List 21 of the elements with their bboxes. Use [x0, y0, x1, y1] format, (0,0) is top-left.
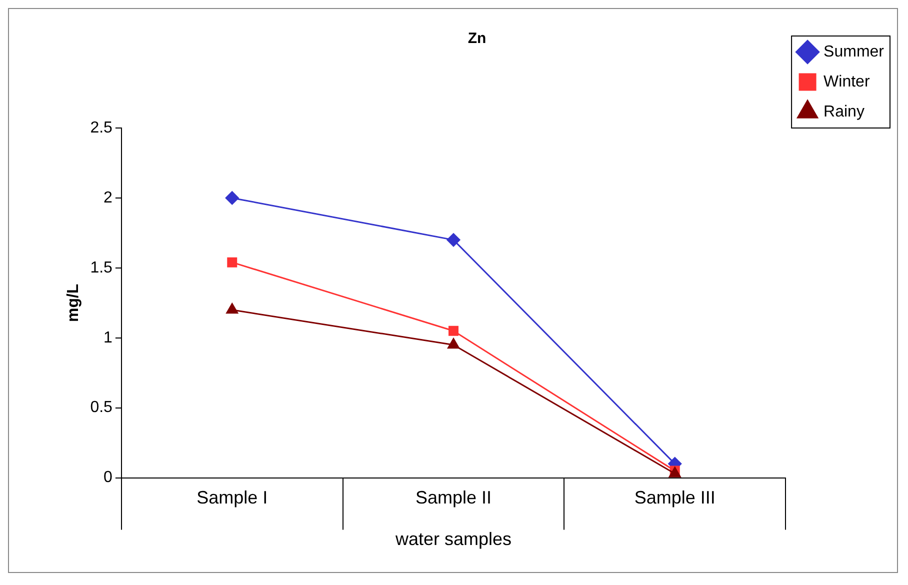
- x-tick-label: Sample III: [634, 488, 716, 508]
- point: [446, 233, 460, 247]
- point: [448, 326, 458, 336]
- y-axis-title: mg/L: [65, 284, 82, 322]
- y-tick-label: 1: [104, 329, 113, 346]
- x-tick-label: Sample II: [415, 488, 492, 508]
- point: [227, 257, 238, 268]
- legend-label: Winter: [824, 73, 870, 90]
- point: [448, 338, 460, 349]
- y-tick-label: 0.5: [90, 399, 113, 416]
- legend-label: Summer: [824, 43, 885, 60]
- y-tick-label: 2: [104, 189, 113, 206]
- y-tick-label: 1.5: [90, 259, 113, 276]
- legend-label: Rainy: [824, 103, 864, 120]
- y-tick-label: 2.5: [90, 119, 113, 136]
- x-axis-title: water samples: [394, 529, 512, 550]
- point: [226, 303, 238, 314]
- chart-title: Zn: [468, 30, 486, 48]
- point: [225, 191, 239, 205]
- x-tick-label: Sample I: [196, 488, 268, 508]
- y-tick-label: 0: [104, 469, 113, 486]
